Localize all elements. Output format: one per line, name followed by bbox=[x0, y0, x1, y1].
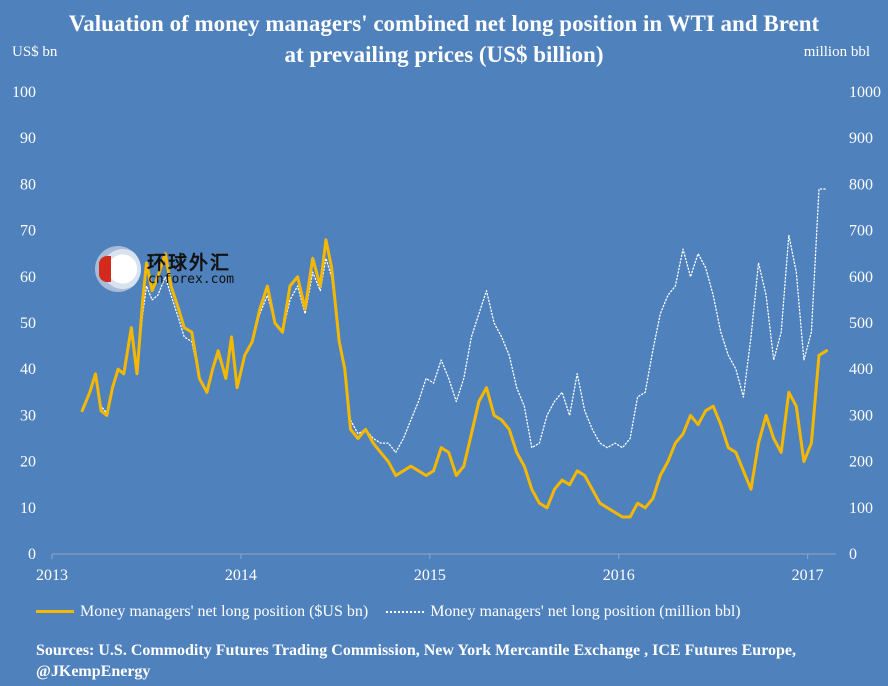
left-tick-label: 90 bbox=[20, 130, 36, 147]
left-tick-label: 40 bbox=[20, 361, 36, 378]
watermark-logo-accent bbox=[99, 256, 111, 282]
left-tick-label: 80 bbox=[20, 176, 36, 193]
right-tick-label: 700 bbox=[849, 223, 873, 240]
legend-swatch-dotted-icon bbox=[386, 611, 425, 613]
x-axis-ticks: 2013 2014 2015 2016 2017 bbox=[36, 554, 824, 584]
series-line-million-bbl bbox=[81, 188, 828, 454]
left-tick-label: 50 bbox=[20, 315, 36, 332]
right-tick-label: 300 bbox=[849, 407, 873, 424]
right-tick-label: 1000 bbox=[849, 84, 881, 101]
right-tick-label: 800 bbox=[849, 176, 873, 193]
watermark-text-cn: 环球外汇 bbox=[147, 252, 232, 274]
left-axis-ticks: 0 10 20 30 40 50 60 70 80 90 100 bbox=[12, 84, 36, 563]
left-tick-label: 30 bbox=[20, 407, 36, 424]
chart-title: Valuation of money managers' combined ne… bbox=[68, 11, 820, 67]
left-tick-label: 70 bbox=[20, 223, 36, 240]
right-tick-label: 400 bbox=[849, 361, 873, 378]
left-tick-label: 20 bbox=[20, 454, 36, 471]
right-tick-label: 900 bbox=[849, 130, 873, 147]
right-tick-label: 0 bbox=[849, 546, 857, 563]
right-tick-label: 500 bbox=[849, 315, 873, 332]
series-line-usd-bn bbox=[80, 238, 829, 519]
watermark-text-en: cnforex.com bbox=[148, 272, 235, 287]
legend-item-bbl: Money managers' net long position (milli… bbox=[372, 603, 741, 621]
x-tick-label: 2015 bbox=[414, 567, 446, 584]
legend-label-usd: Money managers' net long position ($US b… bbox=[80, 602, 369, 620]
legend-label-bbl: Money managers' net long position (milli… bbox=[430, 603, 741, 620]
x-tick-label: 2017 bbox=[792, 567, 824, 584]
right-axis-ticks: 0 100 200 300 400 500 600 700 800 900 1000 bbox=[849, 84, 881, 563]
right-tick-label: 100 bbox=[849, 500, 873, 517]
legend-item-usd: Money managers' net long position ($US b… bbox=[36, 603, 368, 621]
right-tick-label: 600 bbox=[849, 269, 873, 286]
x-tick-label: 2014 bbox=[225, 567, 257, 584]
x-tick-label: 2013 bbox=[36, 567, 68, 584]
sources-note: Sources: U.S. Commodity Futures Trading … bbox=[36, 642, 797, 680]
watermark: 环球外汇 cnforex.com bbox=[95, 246, 255, 292]
legend-swatch-solid-icon bbox=[36, 610, 74, 613]
left-tick-label: 10 bbox=[20, 500, 36, 517]
series-layer bbox=[80, 188, 829, 519]
right-tick-label: 200 bbox=[849, 454, 873, 471]
left-axis-unit: US$ bn bbox=[12, 44, 58, 60]
left-tick-label: 100 bbox=[12, 84, 36, 101]
right-axis-unit: million bbl bbox=[803, 44, 870, 60]
legend: Money managers' net long position ($US b… bbox=[36, 600, 741, 621]
left-tick-label: 60 bbox=[20, 269, 36, 286]
x-tick-label: 2016 bbox=[603, 567, 635, 584]
left-tick-label: 0 bbox=[28, 546, 36, 563]
